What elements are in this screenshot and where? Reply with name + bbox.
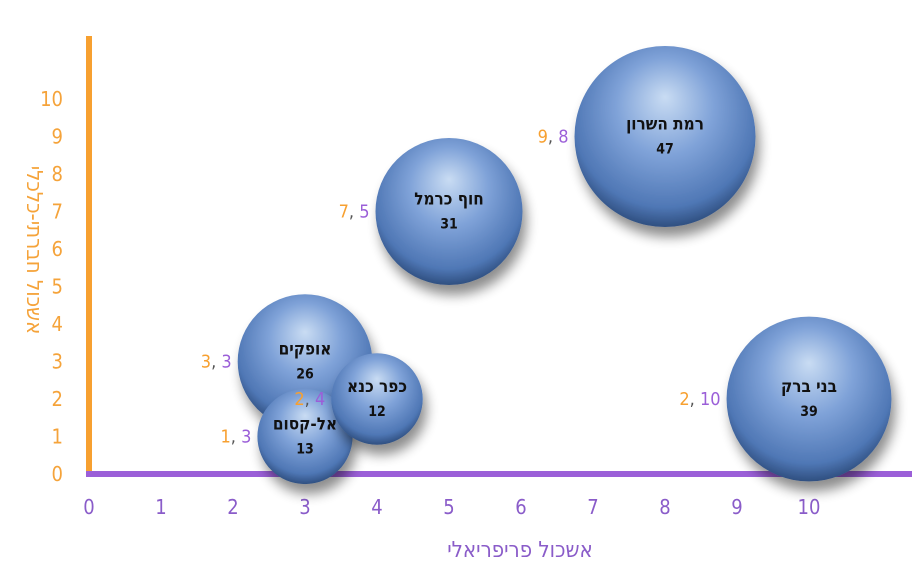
x-axis-ticks: 0 1 2 3 4 5 6 7 8 9 10: [83, 495, 820, 519]
bubble-coordinate-label: 3, 3: [201, 352, 232, 373]
bubble-name-label: חוף כרמל: [414, 190, 484, 210]
x-tick-label: 6: [515, 495, 526, 519]
bubble: [331, 353, 423, 445]
bubble-point: כפר כנא 12: [331, 353, 423, 445]
y-tick-label: 4: [52, 312, 63, 336]
bubble-name-label: רמת השרון: [626, 115, 704, 135]
y-tick-label: 7: [52, 200, 63, 224]
bubble: [574, 46, 756, 227]
bubble-name-label: בני ברק: [781, 377, 837, 397]
bubble-name-label: כפר כנא: [347, 377, 407, 397]
bubble-name-label: אופקים: [279, 340, 332, 360]
bubble-coordinate-label: 2, 10: [679, 389, 720, 410]
x-tick-label: 9: [731, 495, 742, 519]
bubble-size-label: 26: [296, 367, 314, 383]
bubble-coordinate-label: 9, 8: [538, 127, 569, 148]
coordinate-labels: 9, 8 2, 10 7, 5 3, 3 1, 3 2, 4: [201, 127, 721, 448]
x-tick-label: 0: [83, 495, 94, 519]
bubble-coordinate-label: 1, 3: [220, 427, 251, 448]
bubble-size-label: 47: [656, 142, 674, 158]
bubble: [375, 138, 523, 285]
y-tick-label: 6: [52, 237, 63, 261]
x-tick-label: 8: [659, 495, 670, 519]
bubble-size-label: 31: [440, 217, 458, 233]
bubble-point: בני ברק 39: [726, 316, 892, 482]
bubble-point: חוף כרמל 31: [375, 138, 523, 285]
bubble-coordinate-label: 2, 4: [294, 389, 325, 410]
bubble-size-label: 12: [368, 404, 386, 420]
y-axis-ticks: 0 1 2 3 4 5 6 7 8 9 10: [40, 87, 63, 486]
y-tick-label: 8: [52, 162, 63, 186]
y-tick-label: 10: [40, 87, 63, 111]
y-tick-label: 3: [52, 350, 63, 374]
y-tick-label: 0: [52, 462, 63, 486]
bubble: [726, 316, 892, 482]
x-tick-label: 5: [443, 495, 454, 519]
y-tick-label: 5: [52, 275, 63, 299]
bubble-name-label: אל-קסום: [273, 415, 337, 435]
x-tick-label: 3: [299, 495, 310, 519]
x-tick-label: 10: [798, 495, 821, 519]
y-tick-label: 1: [52, 425, 63, 449]
x-tick-label: 4: [371, 495, 382, 519]
bubble-point: רמת השרון 47: [574, 46, 756, 227]
bubble-coordinate-label: 7, 5: [339, 202, 370, 223]
x-tick-label: 7: [587, 495, 598, 519]
bubble-size-label: 13: [296, 442, 314, 458]
y-tick-label: 2: [52, 387, 63, 411]
bubble-size-label: 39: [800, 404, 818, 420]
y-axis-title: אשכול חברתי-כלכלי: [21, 166, 46, 335]
y-tick-label: 9: [52, 125, 63, 149]
bubble: [257, 388, 353, 485]
bubbles-layer: רמת השרון 47 בני ברק 39 חוף כרמל 31 אופקים 26 אל…: [237, 46, 892, 485]
bubble-point: אל-קסום 13: [257, 388, 353, 485]
x-tick-label: 2: [227, 495, 238, 519]
x-tick-label: 1: [155, 495, 166, 519]
x-axis-title: אשכול פריפריאלי: [447, 538, 592, 562]
